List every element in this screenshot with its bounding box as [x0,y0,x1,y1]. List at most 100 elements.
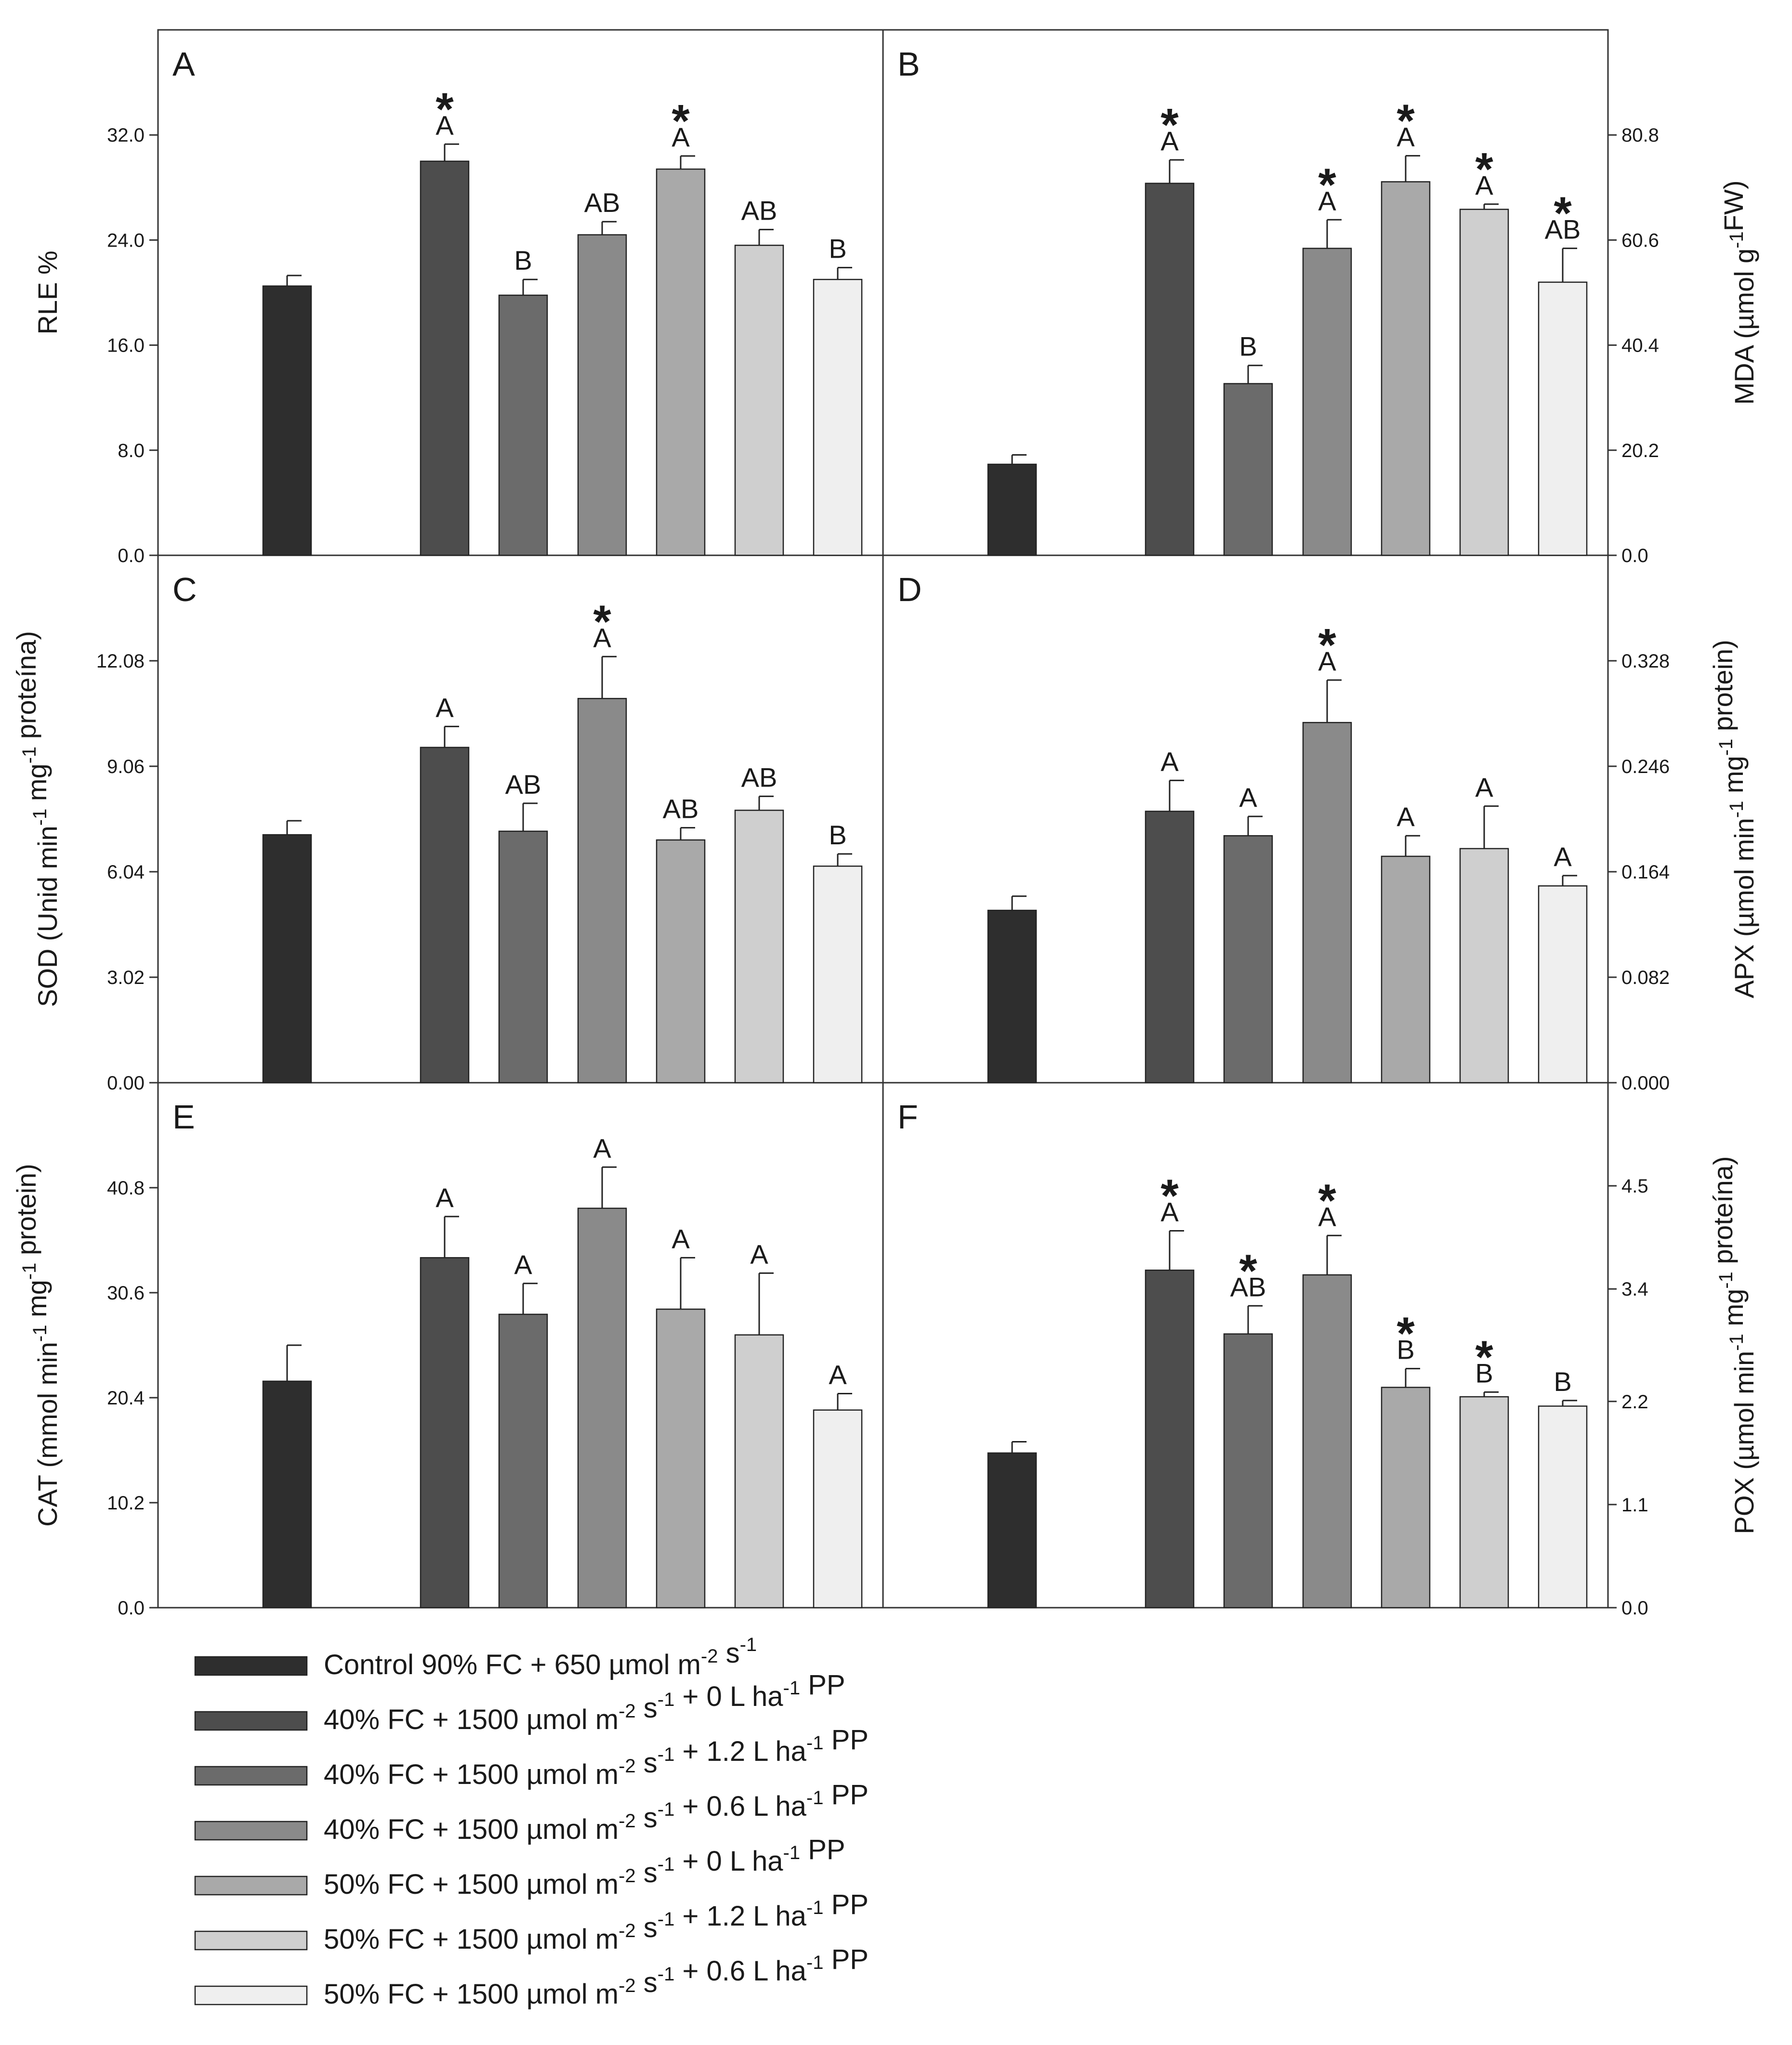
bar-c-5 [734,810,784,1084]
legend-swatch [194,1875,308,1896]
legend-label: 50% FC + 1500 µmol m-2 s-1 + 0 L ha-1 PP [324,1834,845,1900]
bar-f-5 [1459,1396,1509,1609]
bar-a-1 [420,160,470,556]
significance-letter: AB [663,794,699,824]
significance-star: * [1554,188,1572,239]
y-axis-title: MDA (µmol g-1FW) [1718,180,1759,405]
significance-letter: B [1397,1335,1414,1365]
significance-letter: B [1239,331,1257,362]
bar-f-0 [987,1452,1037,1609]
y-tick-label: 3.02 [107,967,145,988]
y-tick-label: 30.6 [107,1283,145,1304]
significance-letter: A [435,692,454,722]
bar-b-0 [987,463,1037,556]
significance-letter: AB [505,769,541,800]
legend-swatch [194,1821,308,1841]
bar-e-5 [734,1334,784,1609]
significance-letter: A [1318,1201,1336,1232]
significance-star: * [1318,1175,1336,1226]
significance-letter: A [1160,1197,1179,1227]
y-tick-label: 6.04 [107,862,145,883]
significance-star: * [1318,619,1336,671]
bar-d-0 [987,909,1037,1084]
panel-e: E 0.0 10.2 20.4 30.6 40.8 CAT (mmol min-1 mg-1… [11,1098,863,1619]
bar-f-4 [1381,1387,1431,1609]
bar-c-1 [420,747,470,1084]
y-tick-label: 20.2 [1621,440,1659,461]
bar-f-2 [1223,1333,1273,1609]
bar-e-4 [656,1308,706,1609]
y-tick-label: 0.246 [1621,756,1670,777]
panel-letter: D [897,571,922,608]
bar-c-4 [656,839,706,1084]
legend-label: 50% FC + 1500 µmol m-2 s-1 + 0.6 L ha-1 … [324,1944,869,2010]
y-tick-label: 10.2 [107,1493,145,1514]
significance-letter: A [1160,746,1179,776]
significance-star: * [1160,99,1179,151]
panel-c: C 0.00 3.02 6.04 9.06 12.08 SOD (Unid min-1 mg… [11,571,863,1094]
significance-letter: A [1239,782,1257,813]
bar-b-4 [1381,181,1431,556]
panel-letter: A [172,45,195,83]
legend-swatch [194,1711,308,1731]
significance-letter: A [1318,646,1336,676]
legend-swatch [194,1766,308,1786]
significance-star: * [1475,144,1493,195]
bar-b-1 [1145,183,1195,556]
y-tick-label: 0.082 [1621,967,1670,988]
significance-star: * [435,83,454,135]
panel-d: D 0.000 0.082 0.164 0.246 0.328 APX (µmol min-… [897,571,1759,1094]
y-tick-label: 3.4 [1621,1279,1648,1300]
bar-c-3 [577,698,627,1084]
significance-letter: B [514,245,532,275]
significance-letter: A [672,1223,690,1254]
significance-letter: A [435,1182,454,1213]
significance-letter: A [1554,841,1572,872]
panel-letter: F [897,1098,918,1136]
legend-label: 40% FC + 1500 µmol m-2 s-1 + 0.6 L ha-1 … [324,1779,869,1845]
y-tick-label: 40.8 [107,1178,145,1199]
bar-b-6 [1538,281,1588,556]
y-axis-title: POX (µmol min-1 mg-1 proteína) [1708,1156,1759,1534]
bar-a-2 [498,294,548,556]
significance-letter: A [1160,126,1179,156]
bar-d-6 [1538,885,1588,1084]
y-tick-label: 24.0 [107,230,145,251]
bar-e-3 [577,1207,627,1609]
panel-f: F 0.0 1.1 2.2 3.4 4.5 POX (µmol min-1 mg-1 pro… [897,1098,1759,1619]
significance-letter: AB [741,196,777,226]
significance-letter: A [1318,185,1336,216]
y-tick-label: 12.08 [96,651,145,672]
significance-letter: A [1475,170,1493,200]
legend-label: 50% FC + 1500 µmol m-2 s-1 + 1.2 L ha-1 … [324,1889,869,1955]
y-tick-label: 0.000 [1621,1073,1670,1094]
panel-letter: C [172,571,197,608]
legend-swatch [194,1656,308,1676]
significance-letter: B [1554,1366,1571,1397]
significance-star: * [1318,159,1336,210]
bar-b-3 [1302,248,1352,556]
legend-swatch [194,1930,308,1951]
significance-letter: A [435,110,454,140]
significance-letter: AB [1545,214,1581,245]
significance-letter: B [1475,1358,1493,1388]
significance-letter: A [672,122,690,152]
y-tick-label: 2.2 [1621,1391,1648,1413]
bar-c-0 [262,834,312,1084]
bar-e-6 [813,1409,863,1609]
significance-letter: B [829,234,846,264]
y-tick-label: 0.164 [1621,862,1670,883]
significance-letter: AB [1230,1272,1266,1302]
y-axis-title: CAT (mmol min-1 mg-1 protein) [11,1164,63,1527]
y-tick-label: 40.4 [1621,335,1659,356]
bar-d-2 [1223,835,1273,1084]
y-axis-title: SOD (Unid min-1 mg-1 proteína) [11,631,63,1007]
bar-e-0 [262,1380,312,1609]
significance-letter: A [593,1133,611,1163]
y-tick-label: 0.00 [107,1073,145,1094]
y-tick-label: 0.328 [1621,651,1670,672]
y-tick-label: 0.0 [1621,545,1648,566]
significance-letter: A [750,1239,768,1269]
panel-letter: E [172,1098,195,1136]
